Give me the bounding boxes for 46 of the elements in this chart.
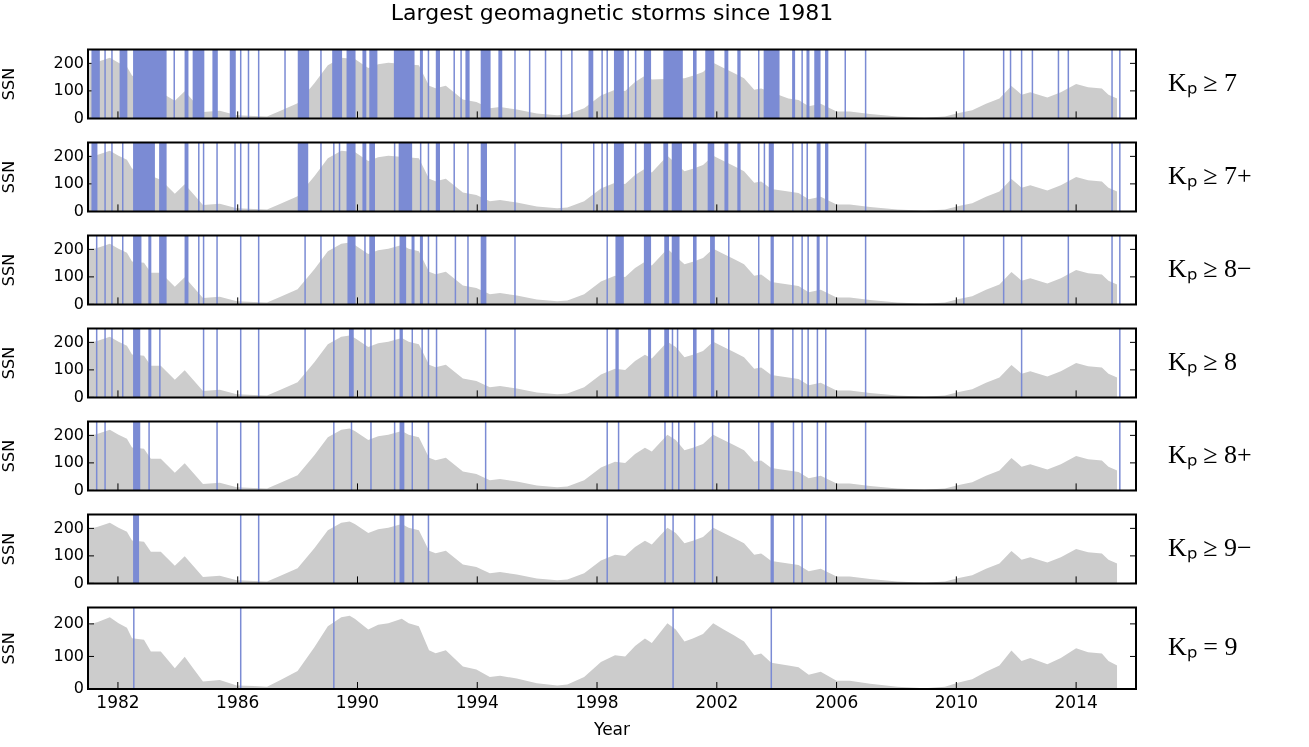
x-tick-label: 1990 xyxy=(335,691,380,712)
y-tick-label: 0 xyxy=(73,479,84,499)
y-tick-label: 0 xyxy=(73,678,84,698)
y-tick-label: 0 xyxy=(73,572,84,592)
y-axis-title: SSN xyxy=(0,346,18,380)
y-axis-title: SSN xyxy=(0,160,18,194)
y-tick-label: 100 xyxy=(53,545,84,565)
y-axis-title: SSN xyxy=(0,67,18,101)
y-tick-label: 100 xyxy=(53,266,84,286)
x-tick-label: 1998 xyxy=(575,691,619,712)
x-tick-label: 2010 xyxy=(934,691,978,712)
x-tick-label: 1986 xyxy=(216,691,260,712)
x-tick-label: 1994 xyxy=(455,691,499,712)
text: Kₚ ≥ 7 xyxy=(1168,67,1238,98)
y-tick-label: 200 xyxy=(53,517,84,537)
y-tick-label: 0 xyxy=(73,386,84,406)
x-tick-label: 1982 xyxy=(96,691,140,712)
y-tick-label: 200 xyxy=(53,52,84,72)
y-axis-title: SSN xyxy=(0,532,18,566)
y-tick-label: 100 xyxy=(53,645,84,665)
chart-title: Largest geomagnetic storms since 1981 xyxy=(389,0,835,25)
x-axis-title: Year xyxy=(593,719,630,740)
y-tick-label: 100 xyxy=(53,173,84,193)
y-axis-title: SSN xyxy=(0,632,18,665)
y-tick-label: 200 xyxy=(53,145,84,165)
y-tick-label: 0 xyxy=(73,107,84,127)
y-tick-label: 200 xyxy=(53,424,84,444)
text: Kₚ ≥ 8− xyxy=(1168,253,1252,284)
text: Kₚ ≥ 9− xyxy=(1168,532,1252,563)
y-axis-title: SSN xyxy=(0,253,18,287)
y-tick-label: 0 xyxy=(73,293,84,313)
y-tick-label: 100 xyxy=(53,452,84,472)
x-tick-label: 2014 xyxy=(1054,691,1098,712)
x-tick-label: 2006 xyxy=(814,691,859,712)
y-tick-label: 0 xyxy=(73,200,84,220)
text: Kₚ = 9 xyxy=(1168,632,1238,663)
y-tick-label: 100 xyxy=(53,359,84,379)
y-tick-label: 200 xyxy=(53,331,84,351)
text: Kₚ ≥ 8+ xyxy=(1168,439,1252,470)
y-axis-title: SSN xyxy=(0,439,18,473)
y-tick-label: 200 xyxy=(53,238,84,258)
text: Kₚ ≥ 8 xyxy=(1168,346,1238,377)
x-tick-label: 2002 xyxy=(695,691,739,712)
y-tick-label: 100 xyxy=(53,80,84,100)
text: Kₚ ≥ 7+ xyxy=(1168,160,1252,191)
y-tick-label: 200 xyxy=(53,613,84,633)
